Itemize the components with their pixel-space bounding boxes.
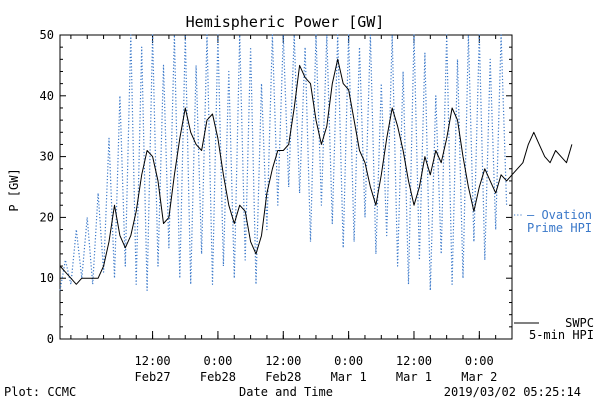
x-tick-label-date: Mar 1: [331, 370, 367, 384]
y-tick-label: 10: [40, 271, 54, 285]
y-tick-label: 20: [40, 210, 54, 224]
x-axis-label: Date and Time: [239, 385, 333, 399]
plot-timestamp: 2019/03/02 05:25:14: [444, 385, 581, 399]
x-tick-label-time: 12:00: [135, 354, 171, 368]
series-swpc-line: [59, 58, 573, 285]
y-tick-label: 30: [40, 150, 54, 164]
x-tick-label-date: Mar 2: [461, 370, 497, 384]
chart-title: Hemispheric Power [GW]: [186, 13, 385, 31]
plot-source: Plot: CCMC: [4, 385, 76, 399]
legend-swpc-line2: 5-min HPI: [529, 328, 594, 342]
x-tick-label-time: 12:00: [396, 354, 432, 368]
y-axis-label: P [GW]: [7, 168, 21, 211]
plot-area: [59, 34, 513, 340]
x-tick-label-date: Feb28: [200, 370, 236, 384]
x-tick-label-time: 0:00: [203, 354, 232, 368]
legend-ovation-line1: — Ovation: [527, 208, 592, 222]
legend-swpc-line1: SWPC: [565, 316, 594, 330]
y-tick-label: 40: [40, 89, 54, 103]
x-axis: 12:00 Feb27 0:00 Feb28 12:00 Feb28 0:00 Mar 1 12…: [70, 35, 497, 384]
x-tick-label-time: 0:00: [334, 354, 363, 368]
series-layer: [59, 34, 573, 291]
x-tick-label-date: Feb27: [135, 370, 171, 384]
x-tick-label-time: 0:00: [465, 354, 494, 368]
y-tick-label: 0: [47, 332, 54, 346]
x-tick-label-time: 12:00: [265, 354, 301, 368]
y-tick-label: 50: [40, 28, 54, 42]
x-tick-label-date: Feb28: [265, 370, 301, 384]
y-axis: 0 10 20 30 40 50: [40, 28, 512, 346]
legend-ovation-line2: Prime HPI: [527, 221, 592, 235]
x-tick-label-date: Mar 1: [396, 370, 432, 384]
series-ovation-prime-line: [59, 34, 508, 291]
